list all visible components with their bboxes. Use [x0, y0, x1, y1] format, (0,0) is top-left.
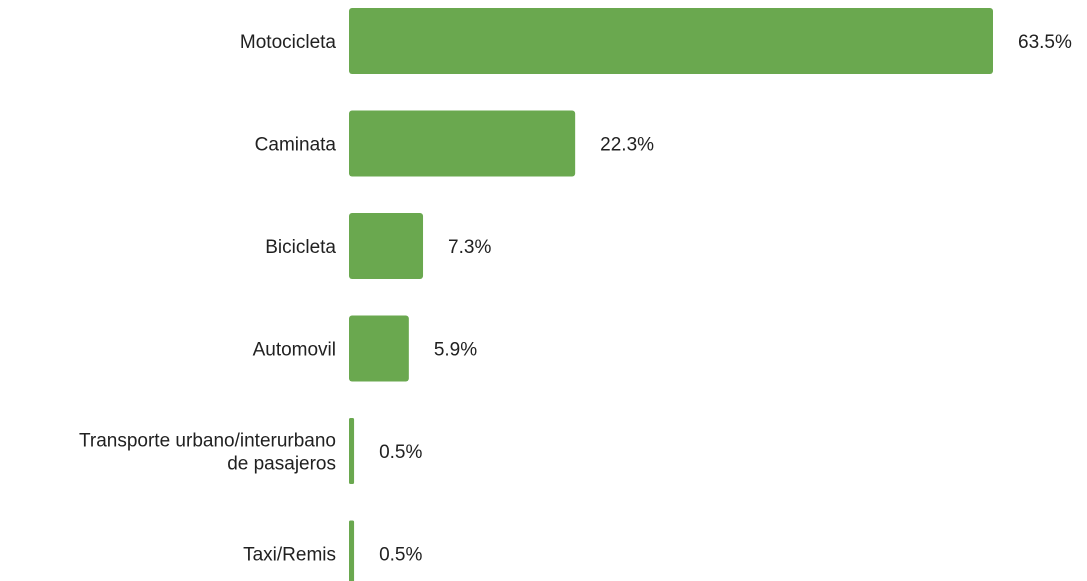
category-label-line: Bicicleta — [265, 237, 336, 258]
category-label-2: Bicicleta — [265, 237, 336, 258]
category-label-3: Automovil — [253, 340, 336, 361]
category-label-1: Caminata — [255, 135, 337, 156]
category-label-line: Caminata — [255, 135, 337, 156]
category-label-5: Taxi/Remis — [243, 545, 336, 566]
category-label-line: Automovil — [253, 340, 336, 361]
bar-1 — [349, 110, 576, 177]
bar-0 — [349, 8, 993, 74]
value-label-1: 22.3% — [600, 135, 654, 156]
value-label-4: 0.5% — [379, 442, 422, 463]
bars-group — [349, 8, 993, 581]
category-label-0: Motocicleta — [240, 32, 337, 53]
category-label-line: Taxi/Remis — [243, 545, 336, 566]
bar-4 — [349, 418, 355, 484]
category-label-line: Motocicleta — [240, 32, 337, 53]
value-label-0: 63.5% — [1018, 32, 1072, 53]
category-labels-group: Motocicleta Caminata Bicicleta Automovil Tra… — [79, 32, 336, 566]
category-label-line: Transporte urbano/interurbano — [79, 431, 336, 452]
bar-2 — [349, 213, 424, 279]
value-label-5: 0.5% — [379, 545, 422, 566]
bar-5 — [349, 520, 355, 581]
category-label-4: Transporte urbano/interurbano de pasajero… — [79, 431, 336, 475]
value-labels-group: 63.5% 22.3% 7.3% 5.9% 0.5% 0.5% — [379, 32, 1072, 566]
value-label-3: 5.9% — [434, 340, 477, 361]
bar-3 — [349, 315, 409, 382]
value-label-2: 7.3% — [448, 237, 491, 258]
category-label-line: de pasajeros — [227, 454, 336, 475]
